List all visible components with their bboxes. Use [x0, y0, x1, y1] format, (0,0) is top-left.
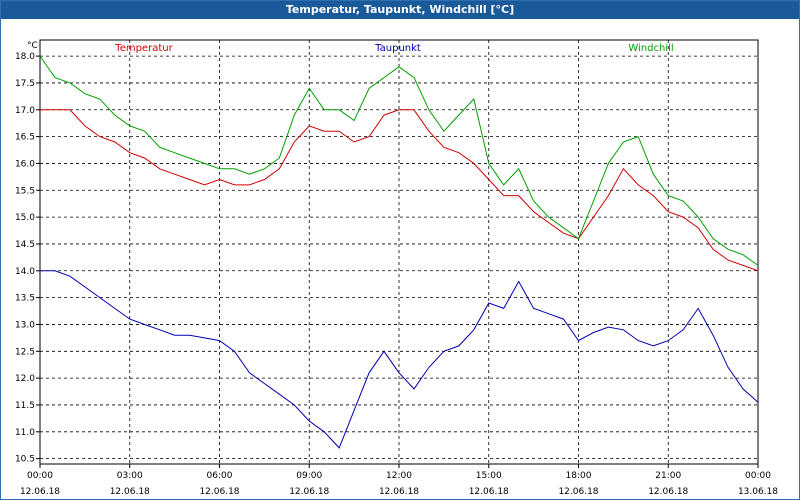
x-tick-label-date: 12.06.18 — [110, 487, 150, 497]
x-tick-label-time: 03:00 — [117, 471, 143, 481]
y-tick-label: 12.0 — [15, 374, 35, 384]
series-line-temperatur — [40, 109, 759, 272]
x-tick-label-date: 12.06.18 — [20, 487, 60, 497]
y-axis-unit-label: °C — [27, 41, 38, 51]
window-title: Temperatur, Taupunkt, Windchill [°C] — [1, 1, 799, 19]
y-tick-label: 11.5 — [15, 401, 35, 411]
x-tick-label-time: 09:00 — [296, 471, 322, 481]
x-tick-label-date: 12.06.18 — [379, 487, 419, 497]
y-tick-label: 14.0 — [15, 267, 35, 277]
y-tick-label: 17.5 — [15, 79, 35, 89]
x-tick-label-date: 12.06.18 — [289, 487, 329, 497]
x-tick-label-time: 18:00 — [566, 471, 592, 481]
y-tick-label: 17.0 — [15, 106, 35, 116]
x-tick-label-time: 21:00 — [655, 471, 681, 481]
series-line-taupunkt — [40, 270, 759, 449]
y-tick-label: 13.0 — [15, 320, 35, 330]
y-tick-label: 15.5 — [15, 186, 35, 196]
x-tick-label-time: 00:00 — [27, 471, 53, 481]
y-tick-label: 10.5 — [15, 455, 35, 465]
x-tick-label-date: 13.06.18 — [738, 487, 778, 497]
x-tick-label-time: 00:00 — [745, 471, 771, 481]
y-tick-label: 16.0 — [15, 159, 35, 169]
y-tick-label: 14.5 — [15, 240, 35, 250]
chart-plot: 10.5 11.0 11.5 12.0 12.5 13.0 13.5 14.0 14.5 15.0… — [15, 39, 778, 497]
x-tick-label-date: 12.06.18 — [648, 487, 688, 497]
x-tick-label-time: 06:00 — [207, 471, 233, 481]
legend-taupunkt: Taupunkt — [374, 43, 421, 54]
x-tick-label-time: 15:00 — [476, 471, 502, 481]
x-tick-label-date: 12.06.18 — [469, 487, 509, 497]
y-tick-label: 12.5 — [15, 347, 35, 357]
x-tick-label-time: 12:00 — [386, 471, 412, 481]
legend-temperatur: Temperatur — [114, 43, 173, 54]
y-tick-label: 13.5 — [15, 294, 35, 304]
y-tick-label: 11.0 — [15, 428, 35, 438]
y-tick-label: 18.0 — [15, 52, 35, 62]
x-tick-label-date: 12.06.18 — [558, 487, 598, 497]
y-tick-label: 15.0 — [15, 213, 35, 223]
y-tick-label: 16.5 — [15, 133, 35, 143]
x-tick-label-date: 12.06.18 — [199, 487, 239, 497]
legend-windchill: Windchill — [628, 43, 673, 54]
series-line-windchill — [39, 55, 759, 266]
